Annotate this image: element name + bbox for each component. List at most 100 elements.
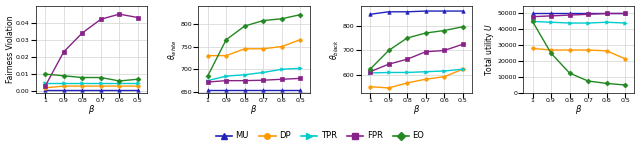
FPR: [97, 18, 105, 20]
FPR: [603, 13, 611, 14]
TPR: [385, 72, 392, 73]
Line: DP: DP: [44, 84, 140, 90]
DP: [440, 76, 448, 78]
DP: [603, 50, 611, 52]
TPR: [547, 21, 555, 23]
DP: [222, 55, 230, 57]
Line: TPR: TPR: [369, 67, 465, 75]
Line: FPR: FPR: [369, 42, 465, 73]
MU: [134, 90, 141, 91]
TPR: [603, 21, 611, 23]
FPR: [259, 79, 267, 81]
DP: [115, 85, 123, 87]
TPR: [60, 82, 68, 84]
MU: [422, 10, 429, 12]
X-axis label: $\beta$: $\beta$: [575, 103, 582, 116]
DP: [584, 49, 592, 51]
DP: [42, 87, 49, 89]
MU: [222, 89, 230, 91]
Line: DP: DP: [531, 47, 627, 61]
TPR: [241, 74, 248, 76]
TPR: [97, 82, 105, 84]
EO: [547, 52, 555, 54]
EO: [529, 21, 536, 22]
EO: [366, 68, 374, 70]
EO: [134, 78, 141, 80]
TPR: [296, 67, 304, 69]
TPR: [440, 70, 448, 72]
FPR: [422, 51, 429, 53]
EO: [79, 77, 86, 78]
TPR: [459, 68, 467, 70]
MU: [459, 10, 467, 12]
MU: [366, 13, 374, 15]
Line: MU: MU: [531, 11, 627, 15]
TPR: [584, 22, 592, 24]
MU: [42, 90, 49, 91]
FPR: [42, 85, 49, 87]
DP: [60, 85, 68, 87]
EO: [459, 26, 467, 28]
TPR: [366, 72, 374, 74]
MU: [403, 11, 411, 13]
FPR: [278, 78, 285, 80]
DP: [385, 87, 392, 89]
EO: [440, 30, 448, 31]
FPR: [403, 58, 411, 60]
DP: [422, 78, 429, 80]
EO: [403, 37, 411, 39]
EO: [278, 18, 285, 20]
FPR: [60, 51, 68, 53]
Line: EO: EO: [206, 13, 302, 78]
TPR: [79, 82, 86, 84]
Y-axis label: Fairness Violation: Fairness Violation: [6, 16, 15, 83]
FPR: [79, 32, 86, 34]
TPR: [278, 68, 285, 70]
EO: [621, 84, 629, 86]
DP: [278, 46, 285, 47]
FPR: [621, 13, 629, 14]
DP: [459, 68, 467, 70]
FPR: [440, 50, 448, 51]
Y-axis label: $\theta_{white}$: $\theta_{white}$: [166, 39, 179, 60]
FPR: [241, 80, 248, 82]
MU: [278, 89, 285, 91]
Line: TPR: TPR: [44, 81, 140, 84]
DP: [621, 58, 629, 60]
TPR: [529, 21, 536, 22]
FPR: [115, 13, 123, 15]
FPR: [529, 16, 536, 18]
Line: DP: DP: [206, 38, 302, 57]
DP: [134, 85, 141, 87]
Line: TPR: TPR: [531, 20, 627, 25]
FPR: [366, 71, 374, 73]
TPR: [115, 82, 123, 84]
EO: [60, 75, 68, 77]
DP: [241, 48, 248, 50]
TPR: [403, 72, 411, 73]
EO: [241, 25, 248, 27]
Line: EO: EO: [369, 25, 465, 71]
FPR: [566, 14, 573, 16]
MU: [60, 90, 68, 91]
DP: [529, 48, 536, 49]
MU: [529, 12, 536, 14]
EO: [296, 14, 304, 16]
DP: [204, 55, 211, 57]
Line: DP: DP: [369, 67, 465, 90]
Line: MU: MU: [206, 88, 302, 91]
Y-axis label: Total utility $U$: Total utility $U$: [483, 23, 496, 76]
Line: EO: EO: [44, 72, 140, 83]
Line: MU: MU: [44, 89, 140, 92]
DP: [566, 49, 573, 51]
TPR: [222, 75, 230, 77]
TPR: [204, 80, 211, 82]
EO: [584, 80, 592, 82]
DP: [296, 39, 304, 41]
TPR: [134, 82, 141, 84]
TPR: [42, 82, 49, 84]
FPR: [222, 80, 230, 82]
EO: [42, 73, 49, 75]
EO: [115, 80, 123, 82]
MU: [296, 89, 304, 91]
